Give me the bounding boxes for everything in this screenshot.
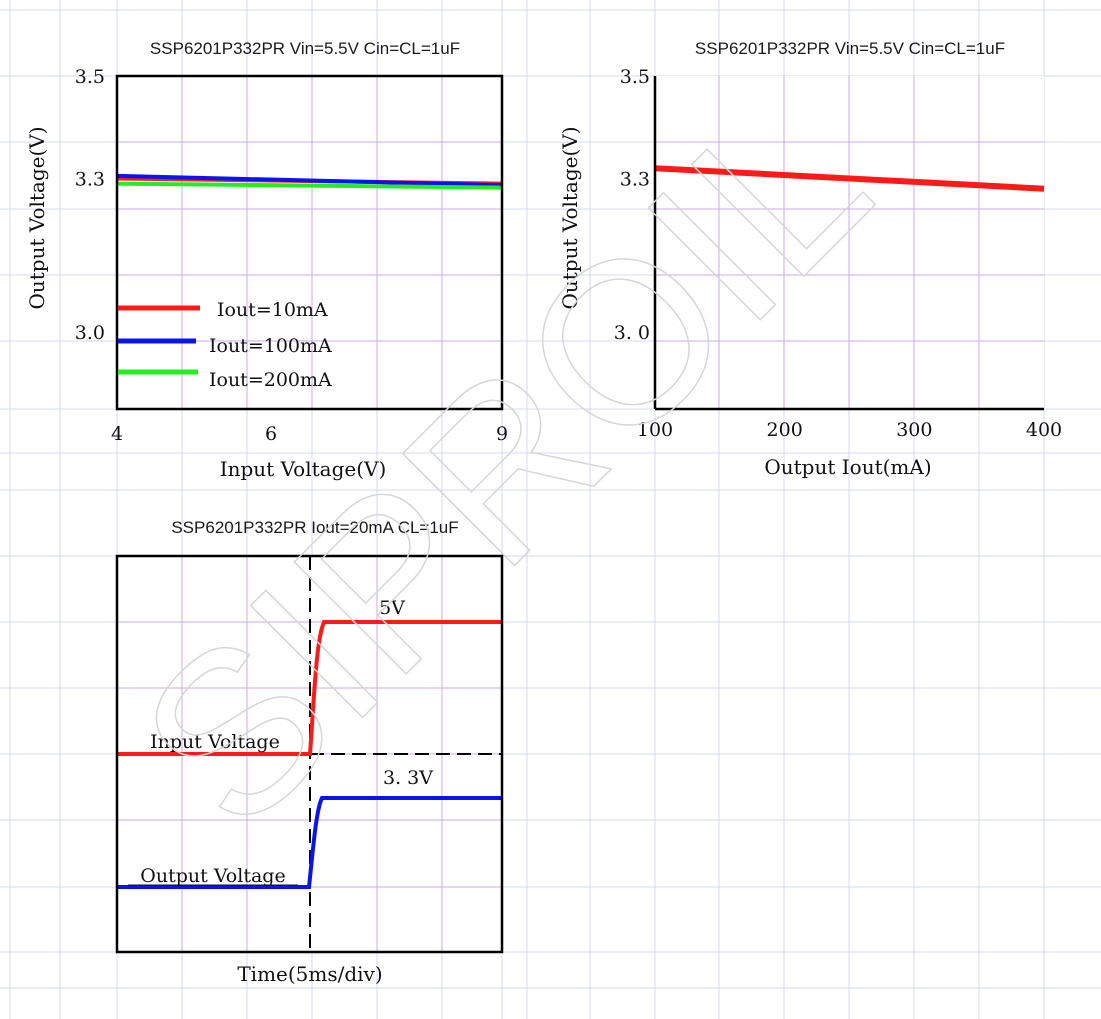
chart1-title: SSP6201P332PR Vin=5.5V Cin=CL=1uF bbox=[150, 39, 460, 58]
chart2-y-tick-label-0: 3.5 bbox=[620, 66, 650, 88]
annotation-5v: 5V bbox=[379, 597, 405, 619]
chart2-series-line-0 bbox=[654, 165, 1045, 192]
chart2-series bbox=[654, 165, 1045, 192]
chart2-x-tick-label-0: 100 bbox=[637, 419, 673, 441]
chart1-plot-frame bbox=[115, 74, 504, 411]
annotation-3-3v: 3. 3V bbox=[383, 767, 433, 789]
legend-label-10ma: Iout=10mA bbox=[217, 299, 328, 321]
power-on-chart: SSP6201P332PR Iout=20mA CL=1uF 5V 3. 3V … bbox=[115, 518, 504, 986]
chart1-y-tick-label-1: 3.3 bbox=[75, 168, 105, 190]
chart2-axes bbox=[653, 76, 1044, 411]
chart3-plot-frame bbox=[115, 554, 504, 954]
chart1-x-tick-label-0: 4 bbox=[111, 423, 123, 445]
chart2-plot-grid bbox=[655, 76, 1044, 409]
input-voltage-trace bbox=[118, 620, 502, 756]
chart1-y-tick-label-2: 3.0 bbox=[75, 322, 105, 344]
chart2-x-tick-label-1: 200 bbox=[767, 419, 803, 441]
chart1-x-axis-label: Input Voltage(V) bbox=[220, 457, 387, 481]
chart2-y-tick-label-1: 3.3 bbox=[620, 168, 650, 190]
chart3-title: SSP6201P332PR Iout=20mA CL=1uF bbox=[171, 518, 458, 537]
chart2-x-tick-label-2: 300 bbox=[896, 419, 932, 441]
chart2-x-tick-label-3: 400 bbox=[1026, 419, 1062, 441]
load-regulation-chart: SSP6201P332PR Vin=5.5V Cin=CL=1uF 3.5 3.3… bbox=[558, 39, 1062, 479]
chart1-series bbox=[116, 173, 503, 190]
chart1-legend: Iout=10mA Iout=100mA Iout=200mA bbox=[118, 299, 332, 391]
chart1-series-line-2 bbox=[116, 181, 503, 190]
annotation-output-voltage: Output Voltage bbox=[140, 865, 285, 887]
chart2-x-axis-label: Output Iout(mA) bbox=[764, 455, 931, 479]
chart1-x-ticks: 4 6 9 bbox=[111, 423, 508, 445]
chart1-y-ticks: 3.5 3.3 3.0 bbox=[75, 66, 105, 344]
legend-label-200ma: Iout=200mA bbox=[209, 369, 332, 391]
chart1-plot-background bbox=[117, 76, 502, 409]
annotation-input-voltage: Input Voltage bbox=[150, 731, 280, 753]
chart2-y-axis-label: Output Voltage(V) bbox=[558, 126, 582, 309]
output-voltage-trace bbox=[118, 796, 502, 889]
chart2-x-ticks: 100 200 300 400 bbox=[637, 419, 1062, 441]
chart1-plot-grid bbox=[117, 76, 502, 409]
line-regulation-chart: SSP6201P332PR Vin=5.5V Cin=CL=1uF 3.5 3.3… bbox=[25, 39, 508, 481]
chart1-y-tick-label-0: 3.5 bbox=[75, 66, 105, 88]
chart1-x-tick-label-1: 6 bbox=[265, 423, 277, 445]
legend-label-100ma: Iout=100mA bbox=[209, 335, 332, 357]
chart1-y-axis-label: Output Voltage(V) bbox=[25, 126, 49, 309]
chart2-title: SSP6201P332PR Vin=5.5V Cin=CL=1uF bbox=[695, 39, 1005, 58]
chart3-x-axis-label: Time(5ms/div) bbox=[237, 962, 382, 986]
chart1-x-tick-label-2: 9 bbox=[496, 423, 508, 445]
chart2-y-ticks: 3.5 3.3 3. 0 bbox=[614, 66, 650, 344]
chart2-y-tick-label-2: 3. 0 bbox=[614, 322, 650, 344]
chart1-series-line-1 bbox=[116, 173, 503, 188]
